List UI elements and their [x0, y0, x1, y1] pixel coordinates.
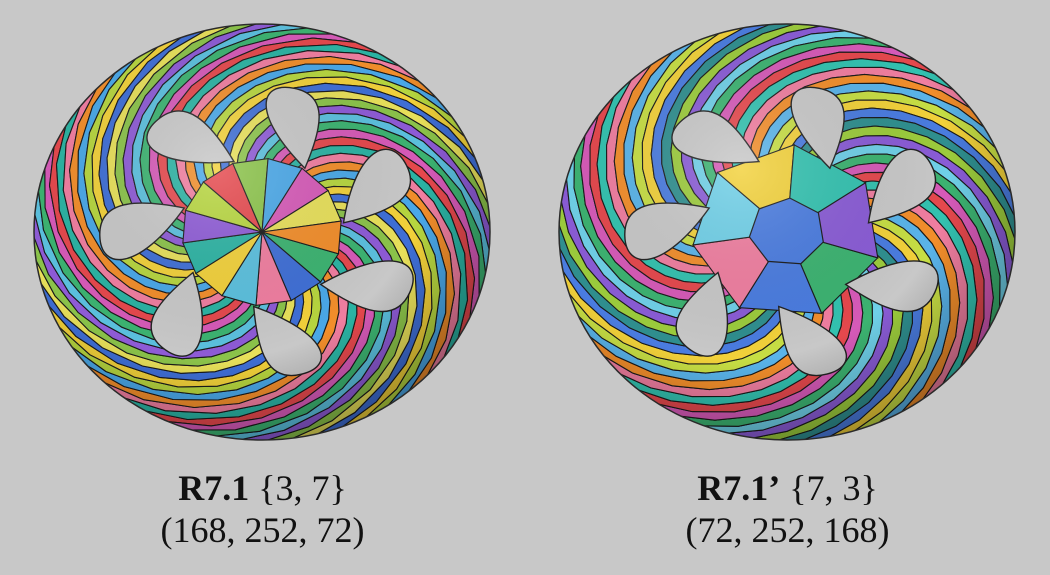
surface-shading	[559, 24, 1015, 440]
caption-title: R7.1’ {7, 3}	[525, 468, 1050, 508]
surface-outline	[558, 23, 1016, 441]
surface-outline	[33, 23, 491, 441]
caption-counts: (168, 252, 72)	[160, 510, 365, 550]
figure-r7-1-prime: R7.1’ {7, 3} (72, 252, 168)	[525, 0, 1050, 575]
figure-name: R7.1’	[697, 468, 781, 508]
figure-r7-1: R7.1 {3, 7} (168, 252, 72)	[0, 23, 525, 550]
torus-render-r7-1	[33, 23, 491, 441]
caption-title: R7.1 {3, 7}	[0, 468, 525, 508]
figure-name: R7.1	[178, 468, 250, 508]
schlafli-symbol: {3, 7}	[258, 468, 347, 508]
surface-shading	[34, 24, 490, 440]
torus-render-r7-1-prime	[558, 23, 1016, 441]
schlafli-symbol: {7, 3}	[789, 468, 878, 508]
caption-counts: (72, 252, 168)	[685, 510, 890, 550]
